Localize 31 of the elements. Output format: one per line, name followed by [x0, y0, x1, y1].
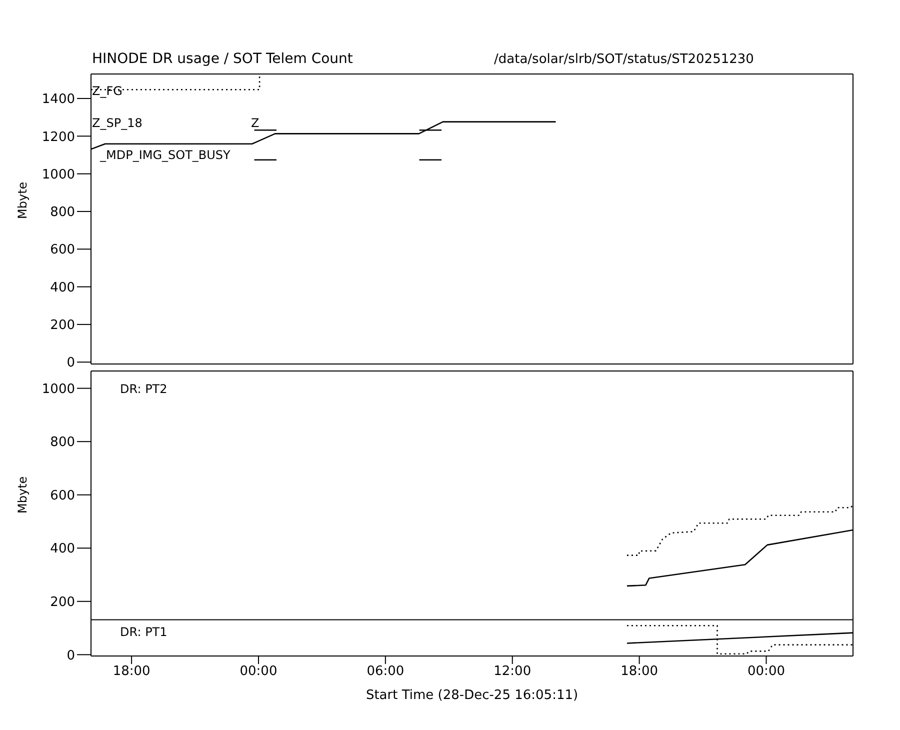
x-tick-label: 00:00: [748, 664, 785, 680]
annotation: _MDP_IMG_SOT_BUSY: [100, 148, 230, 162]
annotation: DR: PT1: [120, 625, 168, 639]
y-tick-label: 800: [50, 435, 75, 450]
y-tick-label: 1200: [42, 130, 75, 145]
x-tick-label: 00:00: [240, 664, 278, 680]
annotation: Z: [251, 116, 260, 130]
y-tick-label: 0: [66, 356, 75, 371]
y-tick-label: 400: [50, 280, 75, 296]
chart-title: HINODE DR usage / SOT Telem Count: [92, 51, 353, 67]
annotation: Z_FG: [92, 84, 122, 98]
y-tick-label: 200: [50, 318, 75, 334]
annotation: DR: PT2: [120, 382, 168, 396]
x-tick-label: 12:00: [494, 664, 532, 680]
y-tick-label: 600: [50, 488, 75, 504]
y-tick-label: 400: [50, 542, 75, 557]
annotation: Z_SP_18: [92, 116, 142, 130]
chart-subtitle: /data/solar/slrb/SOT/status/ST20251230: [494, 52, 754, 67]
x-tick-label: 18:00: [112, 664, 150, 680]
y-tick-label: 600: [50, 242, 75, 258]
x-tick-label: 06:00: [366, 664, 404, 680]
y-axis-title: Mbyte: [15, 182, 30, 219]
x-axis-title: Start Time (28-Dec-25 16:05:11): [366, 688, 578, 703]
y-tick-label: 800: [50, 205, 75, 220]
y-tick-label: 1000: [42, 382, 75, 397]
y-tick-label: 200: [50, 595, 75, 610]
x-tick-label: 18:00: [620, 664, 658, 680]
y-tick-label: 1400: [42, 92, 75, 108]
y-tick-label: 0: [66, 648, 75, 664]
y-axis-title: Mbyte: [15, 476, 30, 514]
y-tick-label: 1000: [42, 167, 75, 182]
